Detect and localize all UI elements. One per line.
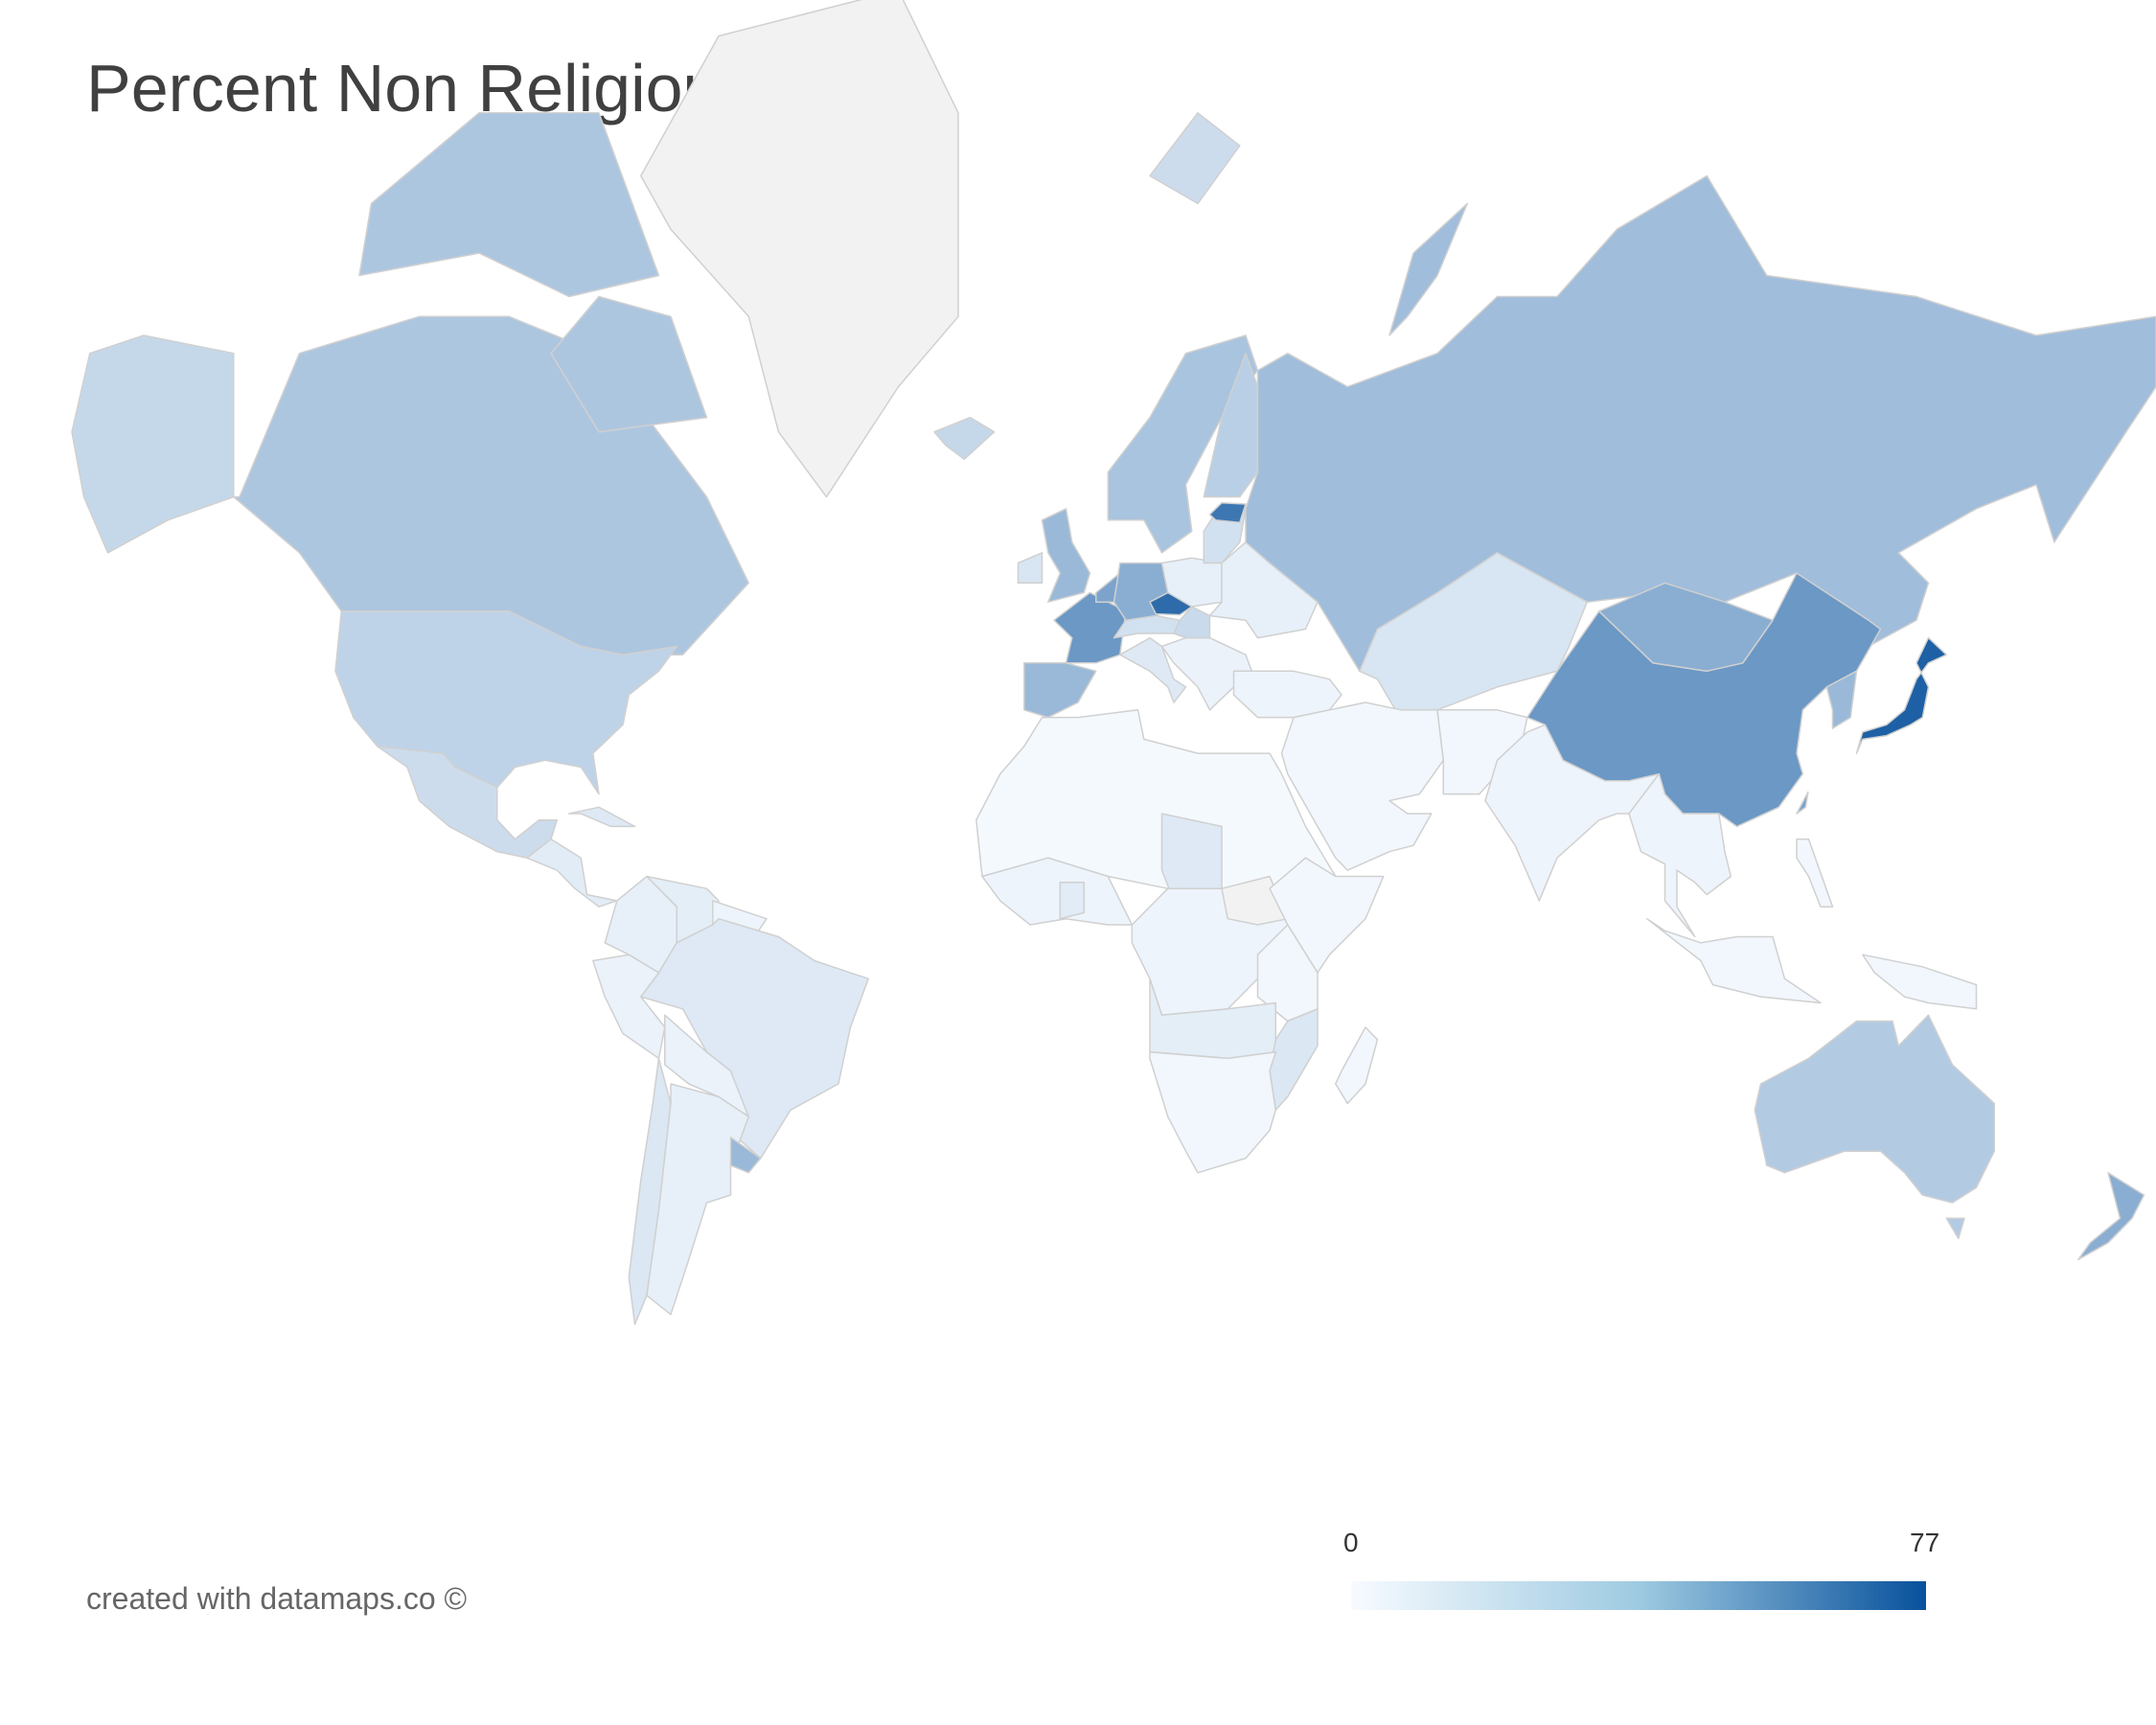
region-czechia[interactable] <box>1149 591 1193 616</box>
region-cuba[interactable] <box>568 806 636 828</box>
region-mozambique[interactable] <box>1269 1008 1319 1112</box>
region-west-africa-coast[interactable] <box>981 857 1134 926</box>
region-united-kingdom[interactable] <box>1041 508 1091 603</box>
region-svalbard[interactable] <box>1149 112 1241 205</box>
region-tasmania[interactable] <box>1945 1217 1965 1240</box>
region-australia[interactable] <box>1754 1014 1996 1204</box>
legend-max-label: 77 <box>1910 1528 1940 1557</box>
map-regions <box>71 0 2156 1325</box>
region-chad[interactable] <box>1160 813 1223 902</box>
region-new-guinea[interactable] <box>1862 954 1978 1010</box>
region-ireland[interactable] <box>1017 552 1044 585</box>
region-peru-ecuador[interactable] <box>592 954 666 1060</box>
region-iberia[interactable] <box>1023 662 1097 719</box>
region-southern-africa[interactable] <box>1149 1051 1277 1174</box>
region-north-africa[interactable] <box>975 709 1337 889</box>
map-title: Percent Non Religious <box>86 51 754 126</box>
legend-min-label: 0 <box>1343 1528 1359 1557</box>
region-argentina[interactable] <box>646 1083 750 1316</box>
region-philippines[interactable] <box>1796 838 1834 908</box>
region-japan[interactable] <box>1855 636 1948 754</box>
region-novaya-zemlya[interactable] <box>1388 202 1469 336</box>
region-baffin[interactable] <box>550 295 708 433</box>
region-italy[interactable] <box>1119 636 1187 703</box>
region-canadian-arctic[interactable] <box>358 112 660 298</box>
region-iceland[interactable] <box>933 416 996 460</box>
region-mexico[interactable] <box>377 746 559 859</box>
region-madagascar[interactable] <box>1335 1026 1379 1105</box>
region-kazakhstan-central-asia[interactable] <box>1359 552 1589 711</box>
region-uruguay[interactable] <box>729 1136 762 1174</box>
legend-color-scale <box>1351 1581 1926 1610</box>
region-greenland[interactable] <box>640 0 959 498</box>
region-mongolia[interactable] <box>1598 582 1774 673</box>
region-alaska[interactable] <box>71 334 235 554</box>
region-new-zealand[interactable] <box>2077 1171 2145 1261</box>
region-central-america[interactable] <box>526 838 618 908</box>
region-southeast-asia[interactable] <box>1628 772 1732 938</box>
credit-text: created with datamaps.co © <box>86 1581 468 1616</box>
legend-gradient-bar <box>1351 1581 1926 1610</box>
region-taiwan[interactable] <box>1796 791 1809 815</box>
region-korea[interactable] <box>1825 670 1858 729</box>
region-estonia[interactable] <box>1208 501 1247 523</box>
region-ukraine-belarus[interactable] <box>1208 541 1319 639</box>
region-middle-east[interactable] <box>1280 702 1445 871</box>
region-ghana-togo[interactable] <box>1059 882 1086 920</box>
region-indonesia[interactable] <box>1646 917 1822 1004</box>
